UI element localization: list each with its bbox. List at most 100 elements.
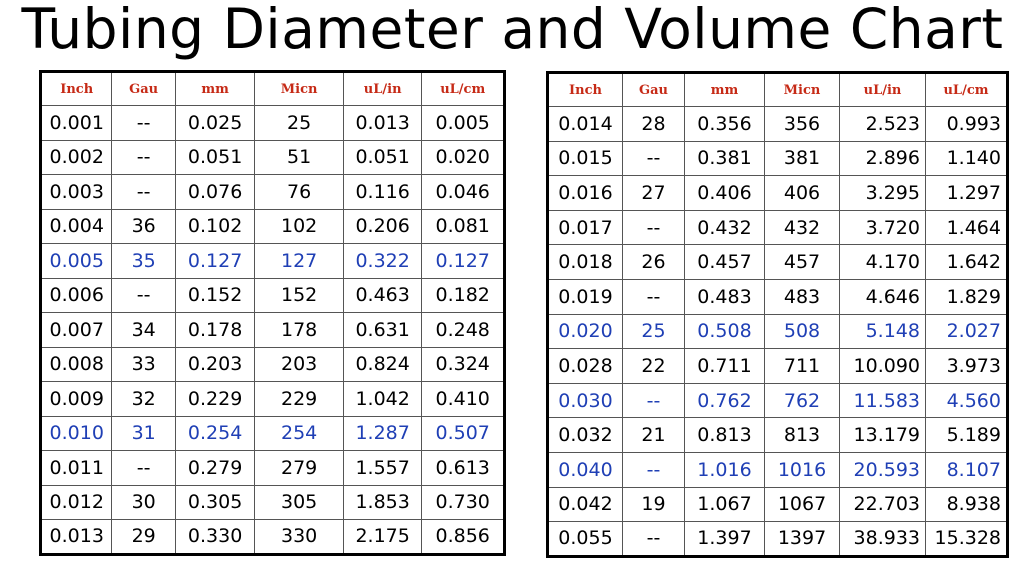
cell-ul-per-in: 0.206 bbox=[342, 208, 423, 244]
table-row: 0.004 36 0.102 102 0.206 0.081 bbox=[39, 208, 505, 244]
table-row: 0.018 26 0.457 457 4.170 1.642 bbox=[547, 244, 1008, 280]
cell-ul-per-cm: 15.328 bbox=[925, 521, 1008, 557]
cell-ul-per-cm: 2.027 bbox=[925, 313, 1008, 350]
cell-gauge: 32 bbox=[111, 381, 176, 417]
cell-micron: 356 bbox=[764, 106, 840, 142]
cell-ul-per-cm: 1.642 bbox=[925, 244, 1008, 280]
cell-inch: 0.001 bbox=[39, 105, 113, 141]
cell-gauge: 34 bbox=[111, 312, 176, 348]
cell-gauge: -- bbox=[111, 139, 176, 175]
table-row: 0.042 19 1.067 1067 22.703 8.938 bbox=[547, 486, 1008, 523]
cell-gauge: -- bbox=[622, 451, 685, 488]
cell-ul-per-in: 0.463 bbox=[342, 277, 423, 313]
cell-mm: 0.711 bbox=[684, 348, 765, 384]
column-header-inch: Inch bbox=[547, 72, 623, 107]
cell-ul-per-cm: 0.127 bbox=[421, 243, 505, 279]
tubing-table-left: Inch Gau mm Micn uL/in uL/cm 0.001 -- 0.02… bbox=[39, 70, 506, 556]
cell-micron: 229 bbox=[254, 381, 344, 417]
cell-mm: 0.254 bbox=[174, 415, 256, 451]
cell-inch: 0.002 bbox=[39, 139, 113, 175]
cell-ul-per-cm: 4.560 bbox=[925, 382, 1008, 419]
table-row: 0.028 22 0.711 711 10.090 3.973 bbox=[547, 348, 1008, 384]
table-row: 0.003 -- 0.076 76 0.116 0.046 bbox=[39, 174, 505, 210]
cell-inch: 0.040 bbox=[547, 451, 623, 488]
cell-ul-per-cm: 1.297 bbox=[925, 175, 1008, 211]
cell-mm: 0.432 bbox=[684, 209, 765, 246]
cell-ul-per-in: 4.170 bbox=[839, 244, 926, 280]
cell-ul-per-in: 2.175 bbox=[342, 519, 423, 555]
cell-micron: 279 bbox=[254, 450, 344, 486]
cell-gauge: -- bbox=[622, 278, 685, 315]
cell-mm: 0.229 bbox=[174, 381, 256, 417]
cell-ul-per-cm: 0.613 bbox=[421, 450, 505, 486]
cell-micron: 1397 bbox=[764, 521, 840, 557]
cell-ul-per-in: 0.051 bbox=[342, 139, 423, 175]
column-header-ul-per-in: uL/in bbox=[839, 72, 926, 107]
cell-micron: 152 bbox=[254, 277, 344, 313]
table-row: 0.030 -- 0.762 762 11.583 4.560 bbox=[547, 382, 1008, 419]
table-row: 0.001 -- 0.025 25 0.013 0.005 bbox=[39, 105, 505, 141]
table-header-row: Inch Gau mm Micn uL/in uL/cm bbox=[39, 71, 505, 106]
cell-inch: 0.004 bbox=[39, 208, 113, 244]
cell-mm: 1.397 bbox=[684, 521, 765, 557]
cell-ul-per-in: 5.148 bbox=[839, 313, 926, 350]
table-row: 0.017 -- 0.432 432 3.720 1.464 bbox=[547, 209, 1008, 246]
cell-gauge: -- bbox=[111, 105, 176, 141]
cell-gauge: -- bbox=[111, 174, 176, 210]
cell-ul-per-cm: 8.938 bbox=[925, 486, 1008, 523]
cell-ul-per-in: 11.583 bbox=[839, 382, 926, 419]
cell-ul-per-cm: 0.324 bbox=[421, 346, 505, 382]
cell-ul-per-in: 2.896 bbox=[839, 140, 926, 177]
table-row: 0.007 34 0.178 178 0.631 0.248 bbox=[39, 312, 505, 348]
cell-micron: 508 bbox=[764, 313, 840, 350]
table-row: 0.020 25 0.508 508 5.148 2.027 bbox=[547, 313, 1008, 350]
cell-gauge: 33 bbox=[111, 346, 176, 382]
cell-ul-per-in: 2.523 bbox=[839, 106, 926, 142]
cell-gauge: 27 bbox=[622, 175, 685, 211]
cell-micron: 432 bbox=[764, 209, 840, 246]
cell-ul-per-in: 38.933 bbox=[839, 521, 926, 557]
cell-ul-per-in: 0.824 bbox=[342, 346, 423, 382]
cell-gauge: -- bbox=[111, 450, 176, 486]
cell-mm: 0.127 bbox=[174, 243, 256, 279]
cell-inch: 0.018 bbox=[547, 244, 623, 280]
cell-mm: 0.178 bbox=[174, 312, 256, 348]
cell-gauge: -- bbox=[622, 140, 685, 177]
cell-inch: 0.042 bbox=[547, 486, 623, 523]
cell-ul-per-cm: 0.410 bbox=[421, 381, 505, 417]
cell-ul-per-in: 3.720 bbox=[839, 209, 926, 246]
cell-mm: 0.152 bbox=[174, 277, 256, 313]
table-row: 0.011 -- 0.279 279 1.557 0.613 bbox=[39, 450, 505, 486]
cell-mm: 0.051 bbox=[174, 139, 256, 175]
cell-ul-per-cm: 0.005 bbox=[421, 105, 505, 141]
cell-micron: 813 bbox=[764, 417, 840, 453]
table-row: 0.015 -- 0.381 381 2.896 1.140 bbox=[547, 140, 1008, 177]
cell-inch: 0.003 bbox=[39, 174, 113, 210]
cell-mm: 0.102 bbox=[174, 208, 256, 244]
cell-micron: 1016 bbox=[764, 451, 840, 488]
cell-mm: 0.279 bbox=[174, 450, 256, 486]
cell-gauge: 35 bbox=[111, 243, 176, 279]
table-row: 0.012 30 0.305 305 1.853 0.730 bbox=[39, 484, 505, 520]
cell-mm: 1.067 bbox=[684, 486, 765, 523]
cell-ul-per-in: 1.287 bbox=[342, 415, 423, 451]
cell-ul-per-cm: 3.973 bbox=[925, 348, 1008, 384]
cell-gauge: -- bbox=[622, 521, 685, 557]
cell-ul-per-cm: 0.081 bbox=[421, 208, 505, 244]
cell-inch: 0.019 bbox=[547, 278, 623, 315]
column-header-ul-per-cm: uL/cm bbox=[925, 72, 1008, 107]
cell-ul-per-cm: 0.020 bbox=[421, 139, 505, 175]
cell-inch: 0.005 bbox=[39, 243, 113, 279]
cell-ul-per-in: 3.295 bbox=[839, 175, 926, 211]
table-row: 0.010 31 0.254 254 1.287 0.507 bbox=[39, 415, 505, 451]
table-row: 0.013 29 0.330 330 2.175 0.856 bbox=[39, 519, 505, 555]
table-row: 0.032 21 0.813 813 13.179 5.189 bbox=[547, 417, 1008, 453]
table-row: 0.006 -- 0.152 152 0.463 0.182 bbox=[39, 277, 505, 313]
cell-micron: 102 bbox=[254, 208, 344, 244]
cell-gauge: -- bbox=[622, 382, 685, 419]
cell-micron: 76 bbox=[254, 174, 344, 210]
cell-gauge: -- bbox=[111, 277, 176, 313]
cell-mm: 0.203 bbox=[174, 346, 256, 382]
cell-ul-per-cm: 0.993 bbox=[925, 106, 1008, 142]
cell-ul-per-in: 0.631 bbox=[342, 312, 423, 348]
